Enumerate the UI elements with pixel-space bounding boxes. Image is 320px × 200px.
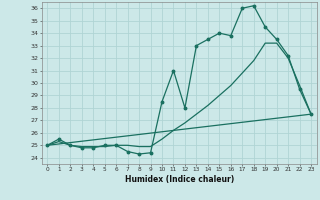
X-axis label: Humidex (Indice chaleur): Humidex (Indice chaleur) <box>124 175 234 184</box>
